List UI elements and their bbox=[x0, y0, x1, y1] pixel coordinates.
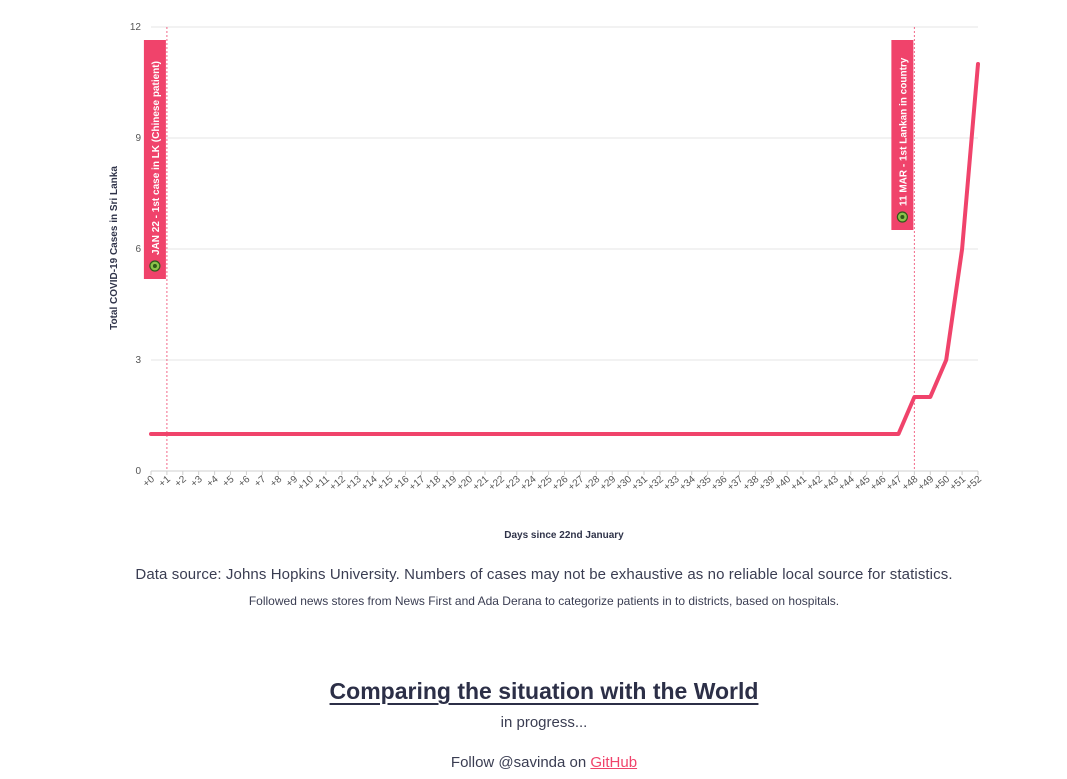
footer: Follow @savinda on GitHub bbox=[0, 754, 1067, 771]
annotation-label: JAN 22 - 1st case in LK (Chinese patient… bbox=[151, 61, 162, 255]
x-tick-label: +2 bbox=[173, 474, 189, 490]
x-tick-label: +8 bbox=[268, 474, 284, 490]
y-tick-label: 9 bbox=[135, 133, 141, 144]
x-tick-label: +7 bbox=[252, 474, 268, 490]
y-axis-ticks: 0 3 6 9 12 bbox=[130, 22, 142, 477]
y-tick-label: 3 bbox=[135, 355, 141, 366]
data-source-note: Data source: Johns Hopkins University. N… bbox=[135, 566, 953, 583]
x-tick-label: +52 bbox=[964, 474, 984, 494]
cases-line-chart: 0 3 6 9 12 +0 +1 +2 +3 +4 +5 +6 +7 +8 +9+10+11+12+13+… bbox=[109, 22, 984, 541]
x-axis-ticks: +0 +1 +2 +3 +4 +5 +6 +7 +8 +9+10+11+12+13+14+15+1… bbox=[141, 471, 984, 493]
section-status: in progress... bbox=[500, 714, 588, 731]
virus-icon bbox=[896, 211, 908, 223]
footer-text: Follow @savinda on bbox=[450, 754, 591, 771]
y-tick-label: 6 bbox=[135, 244, 141, 255]
grid-layer bbox=[151, 26, 978, 472]
series-layer bbox=[149, 62, 980, 436]
annotation-box bbox=[891, 40, 914, 230]
annotation-label: 11 MAR - 1st Lankan in country bbox=[898, 57, 909, 206]
y-tick-label: 0 bbox=[135, 466, 141, 477]
y-tick-label: 12 bbox=[130, 22, 142, 33]
x-axis-title: Days since 22nd January bbox=[504, 530, 624, 541]
github-link[interactable]: GitHub bbox=[590, 754, 638, 771]
x-tick-label: +1 bbox=[157, 474, 173, 490]
x-tick-label: +0 bbox=[141, 474, 157, 490]
x-tick-label: +4 bbox=[205, 474, 221, 490]
section-title[interactable]: Comparing the situation with the World bbox=[329, 678, 759, 704]
y-axis-title: Total COVID-19 Cases in Sri Lanka bbox=[109, 166, 120, 330]
x-tick-label: +5 bbox=[221, 474, 237, 490]
annotations-layer: JAN 22 - 1st case in LK (Chinese patient… bbox=[143, 27, 915, 471]
annotation-box bbox=[143, 40, 166, 279]
x-tick-label: +3 bbox=[189, 474, 205, 490]
data-source-subnote: Followed news stores from News First and… bbox=[248, 594, 840, 608]
x-tick-label: +6 bbox=[237, 474, 253, 490]
series-line bbox=[149, 62, 980, 436]
virus-icon bbox=[149, 260, 161, 272]
